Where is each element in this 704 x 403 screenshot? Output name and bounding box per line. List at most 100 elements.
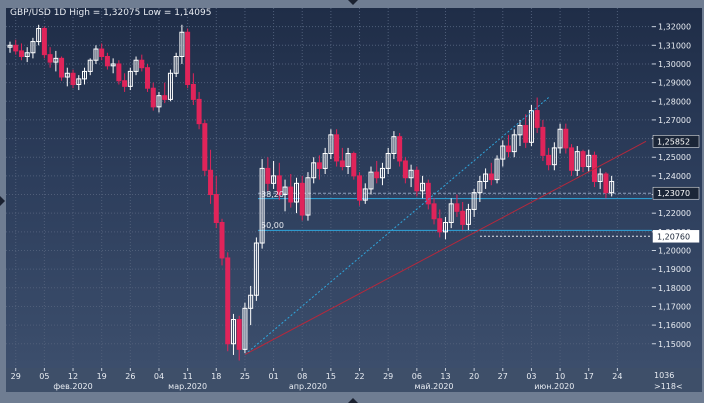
candle-body — [230, 319, 236, 345]
x-tick-label: 22 — [354, 372, 364, 381]
x-tick-label: 10 — [555, 372, 565, 381]
axis-corner — [652, 368, 702, 392]
candle-body — [465, 208, 471, 225]
x-tick-label: 29 — [11, 372, 21, 381]
candle-body — [551, 147, 557, 166]
x-tick-label: 24 — [612, 372, 622, 381]
candle-body — [488, 173, 494, 181]
candle-body — [36, 28, 42, 43]
candle-body — [202, 123, 208, 171]
fib-label-50: 50,00 — [261, 221, 284, 230]
candle-body — [517, 125, 523, 136]
candle-body — [357, 175, 363, 201]
candle-body — [597, 173, 603, 182]
candle-body — [563, 128, 569, 149]
candle-body — [179, 31, 185, 57]
candle-body — [534, 110, 540, 128]
x-tick-label: 26 — [125, 372, 135, 381]
x-tick-label: 03 — [526, 372, 536, 381]
candle-body — [557, 128, 563, 149]
y-tick-label: 1,29000 — [658, 79, 691, 88]
candle-body — [574, 151, 580, 171]
trendline-dotted — [244, 97, 549, 355]
candle-body — [76, 78, 82, 85]
candle-body — [276, 175, 282, 196]
candle-body — [328, 134, 334, 154]
candle-body — [523, 125, 529, 143]
x-tick-label: 27 — [498, 372, 508, 381]
candle-body — [345, 152, 351, 168]
x-tick-label: 04 — [154, 372, 164, 381]
x-tick-label: 08 — [297, 372, 307, 381]
candle-body — [546, 154, 552, 166]
y-tick-label: 1,32000 — [658, 23, 691, 32]
y-tick-label: 1,15000 — [658, 340, 691, 349]
candle-body — [288, 186, 294, 203]
candle-body — [150, 87, 156, 108]
candle-body — [271, 175, 277, 184]
x-tick-label: 20 — [469, 372, 479, 381]
candle-body — [282, 186, 288, 196]
price-badge-current: 1,23070 — [657, 189, 690, 198]
candle-body — [391, 136, 397, 154]
candle-body — [483, 173, 489, 182]
candle-body — [13, 44, 19, 52]
candle-body — [139, 59, 145, 69]
candle-body — [253, 242, 259, 296]
candle-body — [460, 210, 466, 225]
candle-body — [339, 160, 345, 168]
price-badge-upper-bg — [652, 135, 700, 148]
candle-body — [59, 57, 65, 78]
candle-body — [236, 319, 242, 350]
left-arrow-icon[interactable] — [0, 196, 5, 206]
candle-body — [248, 294, 254, 309]
candle-body — [322, 152, 328, 169]
candle-body — [213, 194, 219, 224]
top-arrow-icon[interactable] — [348, 0, 358, 5]
x-tick-label: 29 — [383, 372, 393, 381]
x-tick-label: 12 — [68, 372, 78, 381]
candle-body — [402, 160, 408, 179]
candle-body — [41, 28, 47, 56]
chart-title: GBP/USD 1D High = 1,32075 Low = 1,14095 — [10, 8, 212, 18]
candle-body — [116, 63, 122, 82]
candle-body — [18, 50, 24, 57]
corner-scroll[interactable]: >118< — [654, 382, 683, 391]
y-tick-label: 1,20000 — [658, 246, 691, 255]
candle-body — [259, 167, 265, 244]
plot-area[interactable] — [6, 8, 652, 368]
y-tick-label: 1,28000 — [658, 97, 691, 106]
candle-body — [569, 147, 575, 171]
candle-body — [190, 83, 196, 100]
price-badge-upper: 1,25852 — [657, 137, 690, 146]
fib-label-38: 38,20 — [261, 190, 284, 199]
candle-body — [454, 203, 460, 212]
y-tick-label: 1,27000 — [658, 116, 691, 125]
y-tick-label: 1,24000 — [658, 172, 691, 181]
price-badge-lower-bg — [652, 230, 700, 243]
candle-body — [494, 158, 500, 181]
y-tick-label: 1,17000 — [658, 302, 691, 311]
candle-body — [208, 169, 214, 196]
candle-body — [145, 67, 151, 89]
month-label: апр.2020 — [289, 382, 327, 391]
candle-body — [167, 72, 173, 100]
candle-body — [162, 95, 168, 100]
candle-body — [477, 180, 483, 194]
y-tick-label: 1,19000 — [658, 265, 691, 274]
time-axis[interactable] — [6, 368, 652, 392]
x-tick-label: 15 — [326, 372, 336, 381]
candle-body — [385, 152, 391, 169]
price-badge-current-bg — [652, 186, 700, 200]
candle-body — [311, 162, 317, 179]
x-tick-label: 17 — [584, 372, 594, 381]
month-label: фев.2020 — [53, 382, 92, 391]
candle-body — [47, 54, 53, 63]
candle-body — [99, 48, 105, 57]
candle-body — [420, 182, 426, 192]
candle-body — [368, 171, 374, 190]
candle-body — [299, 182, 305, 216]
bottom-arrow-icon[interactable] — [348, 398, 358, 403]
